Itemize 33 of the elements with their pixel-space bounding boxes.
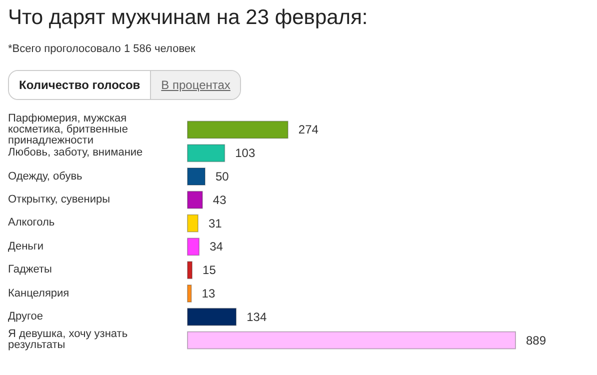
y-tick-label: Парфюмерия, мужская косметика, бритвенные принадлежности	[8, 112, 129, 146]
bar	[187, 284, 192, 302]
bar	[187, 261, 193, 280]
bar	[187, 238, 200, 256]
bar	[187, 168, 206, 186]
y-tick-label: Гаджеты	[8, 264, 53, 276]
data-label: 103	[235, 146, 256, 160]
data-label: 889	[526, 333, 546, 348]
bar	[187, 120, 288, 139]
y-tick-label: Открытку, сувениры	[8, 193, 111, 206]
data-label: 13	[202, 286, 216, 300]
chart-subtitle: *Всего проголосовало 1 586 человек	[8, 43, 196, 55]
y-tick-label: Любовь, заботу, внимание	[8, 146, 144, 159]
bar	[187, 308, 237, 326]
y-tick-label: Я девушка, хочу узнать результаты	[8, 328, 129, 352]
bar	[187, 190, 203, 209]
bar	[187, 144, 226, 162]
bar	[187, 214, 198, 232]
data-label: 31	[208, 216, 222, 230]
data-label: 15	[202, 263, 216, 278]
y-tick-label: Деньги	[8, 240, 45, 252]
data-label: 274	[298, 122, 319, 137]
data-label: 134	[246, 310, 267, 324]
bar	[187, 331, 516, 350]
data-label: 34	[210, 240, 224, 254]
data-label: 43	[212, 192, 227, 207]
chart-title: Что дарят мужчинам на 23 февраля:	[8, 6, 368, 30]
y-tick-label: Алкоголь	[8, 216, 56, 229]
y-tick-label: Канцелярия	[8, 287, 70, 299]
data-label: 50	[216, 170, 230, 184]
y-tick-label: Одежду, обувь	[8, 170, 84, 182]
y-tick-label: Другое	[8, 310, 44, 322]
tab-control: Количество голосов В процентах	[8, 70, 242, 100]
